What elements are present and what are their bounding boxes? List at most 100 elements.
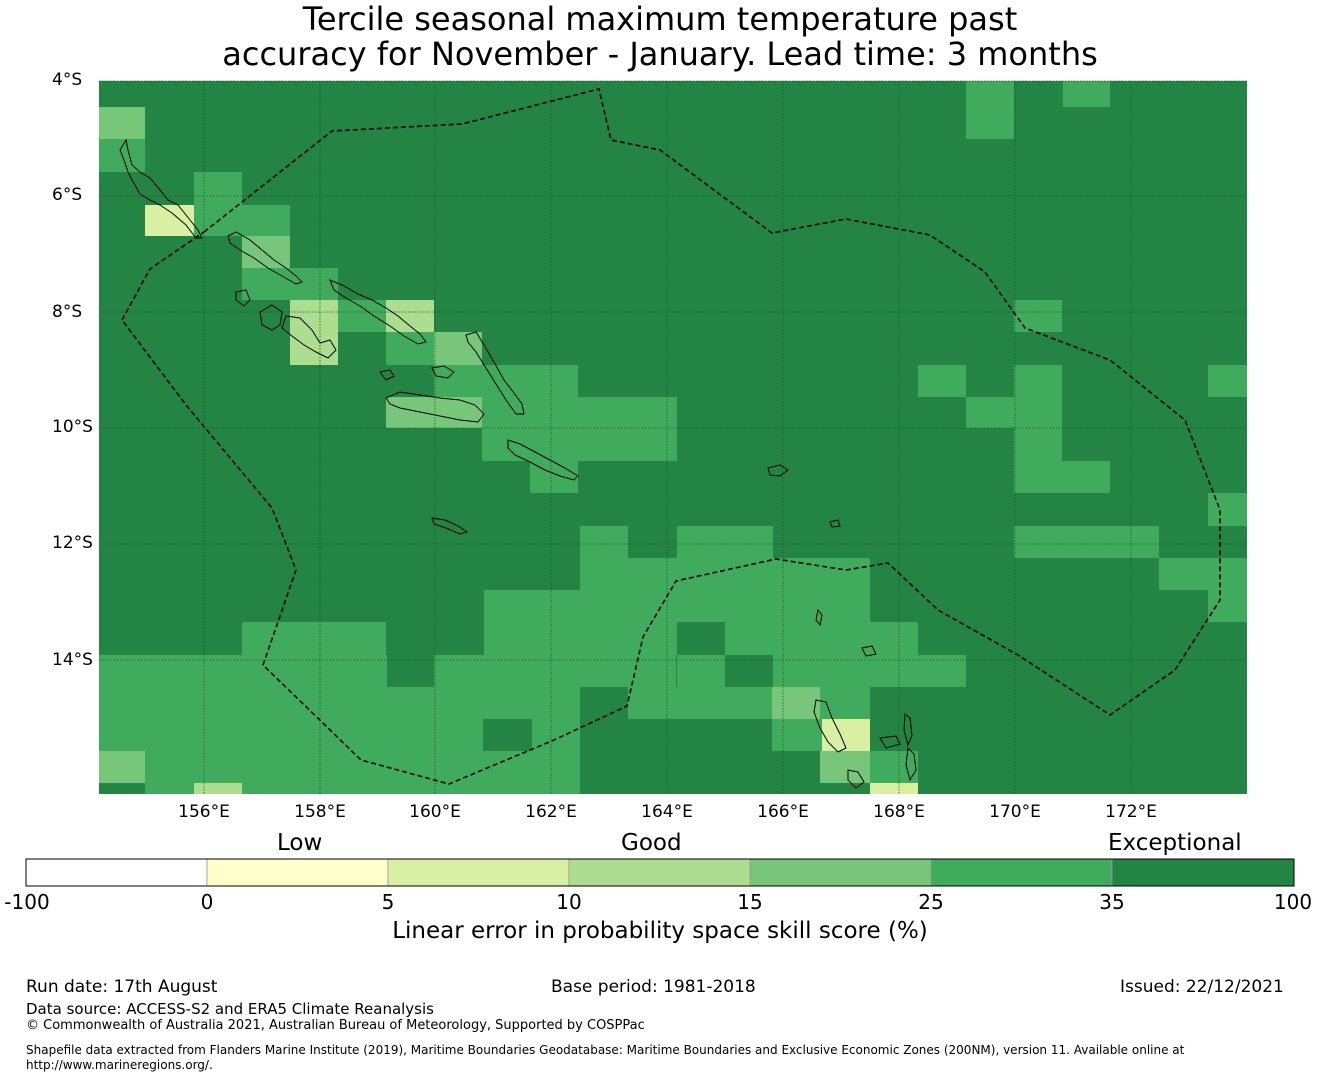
skill-cell <box>99 687 580 719</box>
colorbar-segment <box>387 858 570 887</box>
skill-cell <box>194 205 290 236</box>
makira-island <box>507 439 579 481</box>
colorbar-frame <box>25 858 1295 887</box>
santa-isabel-island <box>329 279 427 345</box>
skill-cell <box>242 268 290 300</box>
skill-cell <box>145 205 194 236</box>
skill-cell <box>580 526 628 558</box>
skill-cell <box>484 622 677 655</box>
colorbar-label: Linear error in probability space skill … <box>392 918 928 944</box>
skill-cell <box>772 719 822 751</box>
lon-label-166e: 166°E <box>757 802 809 822</box>
skill-cell <box>820 751 870 783</box>
rennell-island <box>431 517 469 535</box>
skill-cell <box>1063 81 1110 107</box>
skill-cell <box>338 622 386 655</box>
skill-cell <box>434 332 482 365</box>
map-title-line1: Tercile seasonal maximum temperature pas… <box>302 0 1018 38</box>
vanikoro-island <box>829 519 841 528</box>
lon-label-156e: 156°E <box>178 802 230 822</box>
lon-label-160e: 160°E <box>409 802 461 822</box>
nggela-island <box>431 365 455 379</box>
colorbar-segment <box>568 858 751 887</box>
skill-cell <box>434 365 482 397</box>
pentecost-island <box>905 746 917 782</box>
bougainville-island <box>119 138 203 239</box>
lat-label-10s: 10°S <box>52 417 93 437</box>
skill-cell <box>1014 461 1110 493</box>
lon-label-170e: 170°E <box>989 802 1041 822</box>
skill-cell <box>1159 558 1247 590</box>
skill-cell <box>290 332 338 365</box>
map-title-line2: accuracy for November - January. Lead ti… <box>222 35 1098 73</box>
colorbar-category-exceptional: Exceptional <box>1108 830 1242 856</box>
guadalcanal-island <box>385 391 485 423</box>
skill-cell <box>918 365 966 397</box>
vella-lavella-island <box>235 289 251 307</box>
skill-cell <box>1208 493 1247 526</box>
lat-label-4s: 4°S <box>52 70 83 90</box>
skill-cell <box>1014 365 1062 397</box>
skill-cell <box>822 719 870 751</box>
lat-label-8s: 8°S <box>52 302 83 322</box>
skill-cell <box>628 687 772 719</box>
malaita-island <box>465 331 525 415</box>
skill-cell <box>822 558 870 590</box>
skill-cell <box>99 719 483 751</box>
skill-cell <box>194 783 242 794</box>
shapefile-url: http://www.marineregions.org/. <box>26 1058 213 1072</box>
skill-cell <box>966 397 1014 428</box>
skill-cell <box>194 172 242 205</box>
lon-label-168e: 168°E <box>873 802 925 822</box>
eez-solomon-islands <box>121 88 1221 785</box>
colorbar-tick: 35 <box>1099 890 1125 914</box>
colorbar-segment <box>206 858 389 887</box>
base-period: Base period: 1981-2018 <box>551 977 756 997</box>
colorbar-segment <box>1111 858 1295 887</box>
lon-label-164e: 164°E <box>641 802 693 822</box>
skill-cell <box>242 236 290 268</box>
lon-label-172e: 172°E <box>1105 802 1157 822</box>
colorbar-tick: 0 <box>200 890 214 914</box>
skill-cell <box>1014 397 1062 428</box>
skill-cell <box>725 622 918 655</box>
lat-label-12s: 12°S <box>52 533 93 553</box>
skill-cell <box>482 397 530 428</box>
data-source: Data source: ACCESS-S2 and ERA5 Climate … <box>26 1000 434 1018</box>
skill-cell <box>966 81 1014 139</box>
new-georgia-island <box>259 304 283 331</box>
colorbar-segment <box>930 858 1113 887</box>
skill-cell <box>242 622 338 655</box>
skill-cell <box>290 268 338 300</box>
skill-cell <box>1014 526 1159 558</box>
graticule <box>99 80 1247 794</box>
colorbar-tick: 15 <box>737 890 763 914</box>
colorbar-tick: 100 <box>1273 890 1313 914</box>
skill-cell <box>820 687 870 719</box>
skill-cell <box>772 687 820 719</box>
skill-cell <box>870 783 918 794</box>
lon-label-158e: 158°E <box>294 802 346 822</box>
colorbar-segment <box>25 858 208 887</box>
lat-label-6s: 6°S <box>52 185 83 205</box>
shapefile-credit: Shapefile data extracted from Flanders M… <box>26 1043 1185 1057</box>
new-georgia-group <box>281 315 337 359</box>
eez-boundaries <box>121 88 1221 785</box>
colorbar-category-low: Low <box>277 830 323 856</box>
malekula-island <box>847 769 865 789</box>
torres-islands <box>815 608 823 627</box>
run-date: Run date: 17th August <box>26 977 218 997</box>
skill-cell <box>386 300 434 332</box>
skill-cell <box>1208 590 1247 622</box>
skill-cell <box>482 428 677 461</box>
skill-cell <box>386 332 434 365</box>
skill-cell <box>242 783 580 794</box>
copyright-notice: © Commonwealth of Australia 2021, Austra… <box>26 1018 645 1033</box>
coastlines <box>119 138 917 789</box>
colorbar <box>25 858 1295 887</box>
colorbar-category-good: Good <box>621 830 682 856</box>
choiseul-island <box>227 231 303 285</box>
ambae-island <box>879 735 901 749</box>
santa-cruz-island <box>767 464 789 477</box>
skill-cell <box>580 590 870 622</box>
